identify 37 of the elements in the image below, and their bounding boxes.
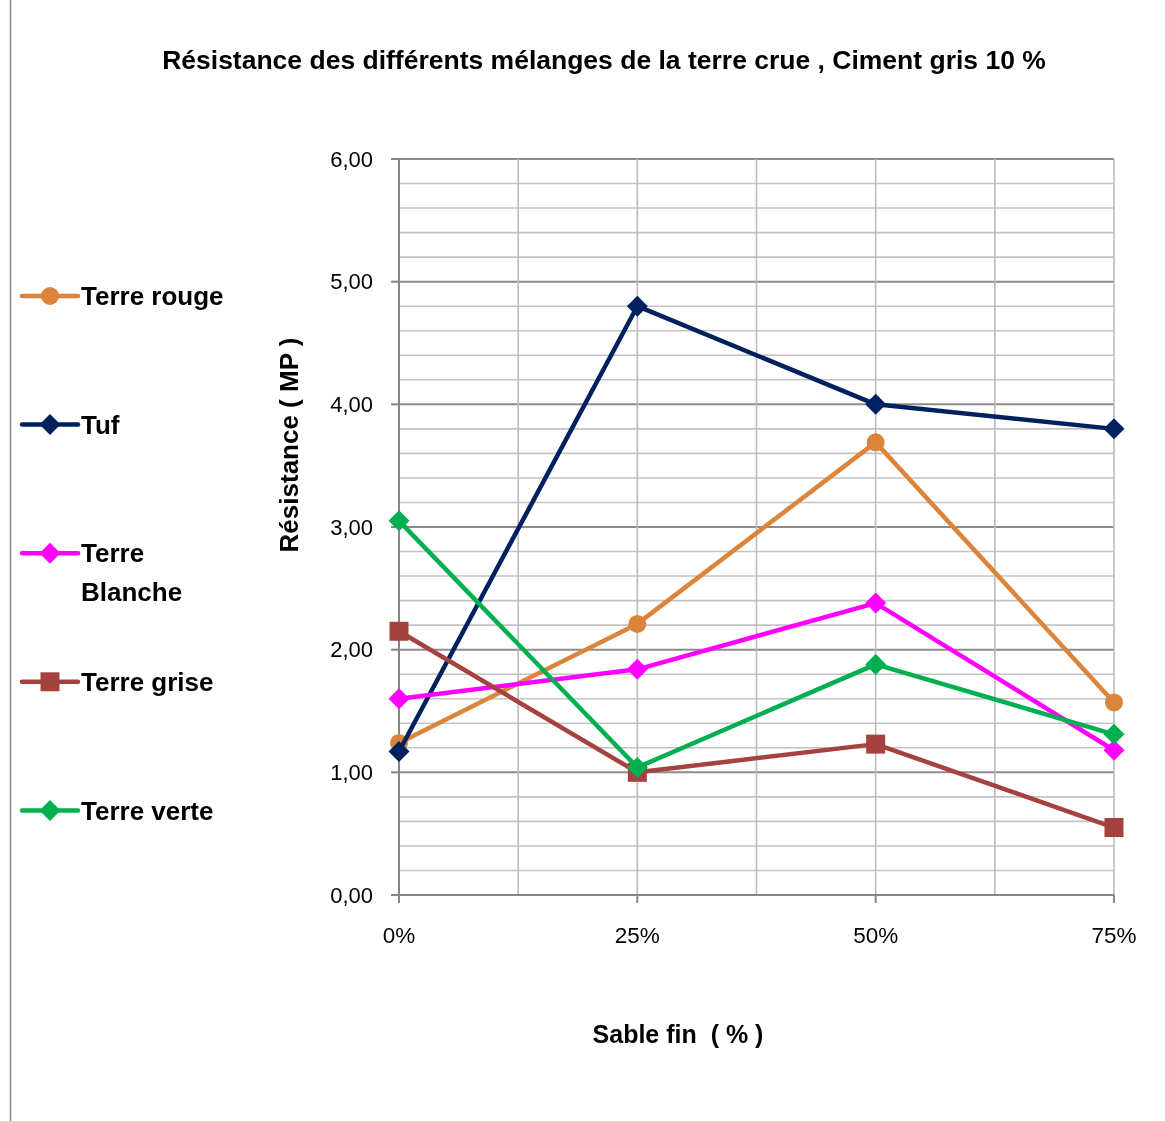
legend-label: Terre grise	[81, 666, 214, 697]
y-tick-label: 1,00	[330, 760, 373, 786]
point	[866, 433, 885, 452]
point	[1103, 418, 1125, 440]
point	[389, 621, 409, 641]
chart-title: Résistance des différents mélanges de la terre crue , Ciment gris 10 %	[162, 45, 1046, 75]
point	[865, 393, 887, 415]
point	[1104, 818, 1124, 838]
point	[626, 295, 648, 317]
legend-label: Terre verte	[81, 795, 214, 826]
y-tick-label: 4,00	[330, 392, 373, 418]
point	[1105, 693, 1123, 712]
point	[866, 734, 886, 754]
point	[388, 740, 410, 762]
point	[1103, 723, 1125, 745]
legend-label: Terre Blanche	[81, 538, 183, 608]
x-tick-label: 75%	[1091, 923, 1137, 948]
point	[1103, 739, 1125, 761]
y-tick-label: 3,00	[330, 514, 373, 540]
point	[628, 614, 647, 633]
point	[626, 756, 648, 778]
point	[388, 510, 410, 532]
legend-label: Tuf	[81, 409, 120, 440]
y-tick-label: 0,00	[330, 882, 373, 908]
y-axis-title: Résistance ( MP )	[274, 337, 304, 553]
y-tick-label: 6,00	[330, 146, 373, 172]
y-tick-label: 5,00	[330, 269, 373, 295]
point	[865, 653, 887, 675]
x-tick-label: 0%	[382, 923, 416, 948]
point	[388, 688, 410, 710]
point	[626, 658, 648, 680]
legend-label: Terre rouge	[81, 281, 224, 312]
y-tick-label: 2,00	[330, 637, 373, 663]
x-tick-label: 25%	[614, 923, 660, 948]
x-tick-label: 50%	[853, 923, 899, 948]
point	[865, 592, 887, 614]
x-axis-title: Sable fin ( % )	[592, 1020, 764, 1048]
